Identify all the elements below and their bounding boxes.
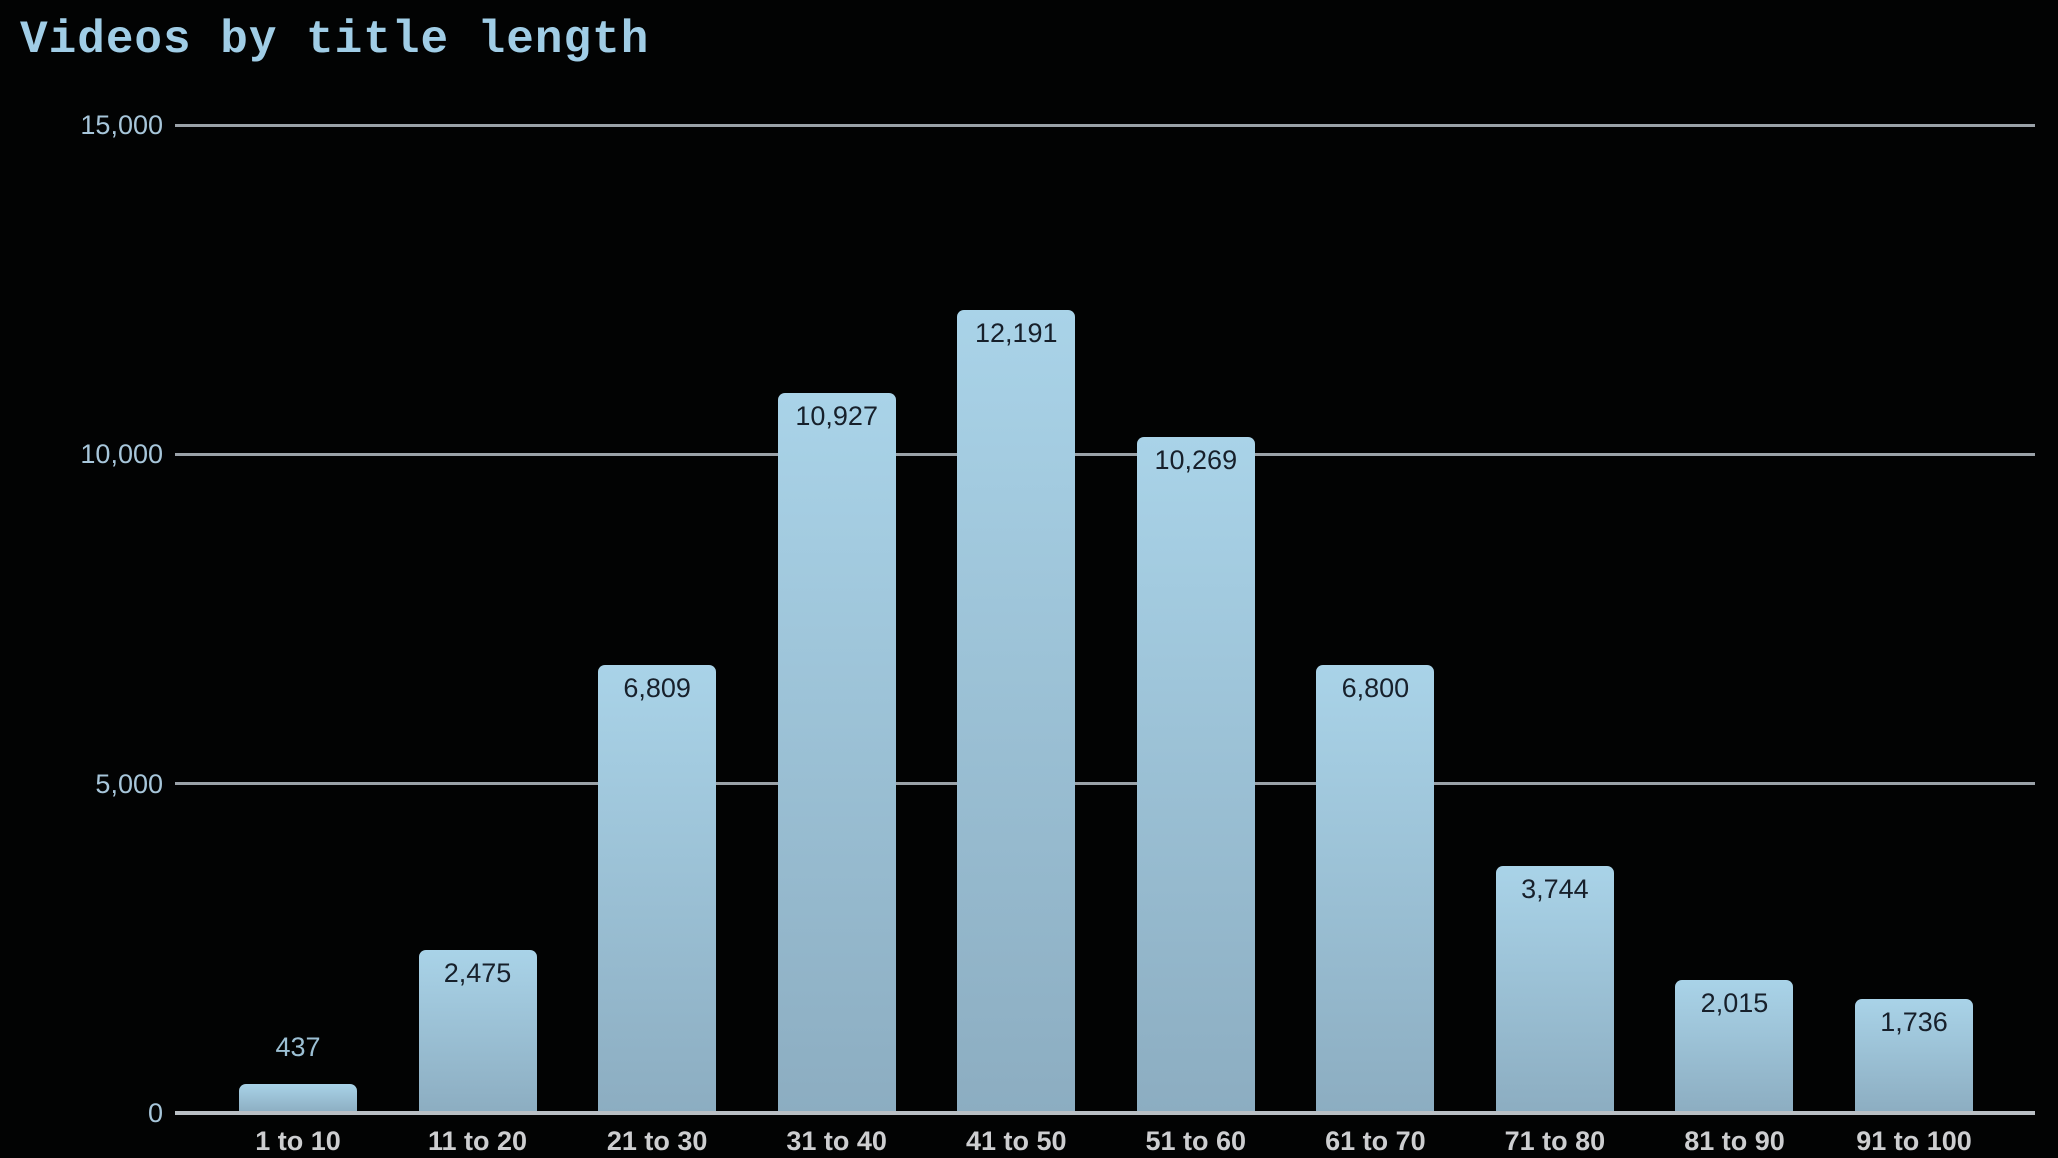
x-tick-label: 61 to 70: [1325, 1126, 1426, 1156]
bar-41-to-50: [957, 310, 1076, 1113]
bar-11-to-20: [418, 949, 537, 1113]
x-tick-label: 21 to 30: [606, 1126, 708, 1156]
bar-value-label: 6,800: [1341, 673, 1410, 704]
x-tick-label: 71 to 80: [1504, 1126, 1606, 1156]
chart-title: Videos by title length: [20, 14, 650, 66]
bar-value-label: 2,015: [1700, 988, 1769, 1019]
x-tick-label: 31 to 40: [786, 1126, 887, 1156]
bar-value-label: 12,191: [974, 318, 1058, 349]
plot-area: 0 5,000 10,000 15,000 437 1 to 10 2,475 11 to 2…: [80, 110, 2035, 1156]
y-tick-label: 0: [147, 1098, 163, 1128]
y-tick-label: 10,000: [80, 439, 163, 470]
y-tick-label: 5,000: [95, 768, 163, 799]
bar-value-label: 2,475: [443, 957, 512, 988]
bar-value-label: 3,744: [1521, 874, 1589, 905]
x-tick-label: 81 to 90: [1684, 1126, 1785, 1156]
bar-81-to-90: [1675, 980, 1794, 1113]
bar-value-label: 437: [275, 1032, 321, 1063]
bar-31-to-40: [777, 393, 896, 1113]
x-tick-label: 1 to 10: [255, 1126, 341, 1156]
y-tick-label: 15,000: [80, 110, 163, 140]
x-tick-label: 41 to 50: [965, 1126, 1067, 1156]
bar-61-to-70: [1316, 665, 1435, 1113]
x-tick-label: 91 to 100: [1856, 1126, 1972, 1156]
bar-value-label: 10,269: [1154, 444, 1238, 475]
x-tick-label: 51 to 60: [1145, 1126, 1247, 1156]
bar-value-label: 1,736: [1880, 1006, 1948, 1037]
x-axis-line: [175, 1111, 2035, 1115]
bar-value-label: 10,927: [795, 401, 878, 432]
x-tick-label: 11 to 20: [428, 1126, 528, 1156]
bar-91-to-100: [1855, 998, 1974, 1113]
gridline: [175, 123, 2035, 127]
bar-51-to-60: [1136, 436, 1255, 1113]
bar-value-label: 6,809: [623, 672, 691, 703]
bar-1-to-10: [239, 1084, 357, 1113]
bar-21-to-30: [598, 664, 717, 1113]
gridline: [175, 782, 2035, 786]
gridline: [175, 452, 2035, 456]
bar-71-to-80: [1495, 866, 1614, 1113]
